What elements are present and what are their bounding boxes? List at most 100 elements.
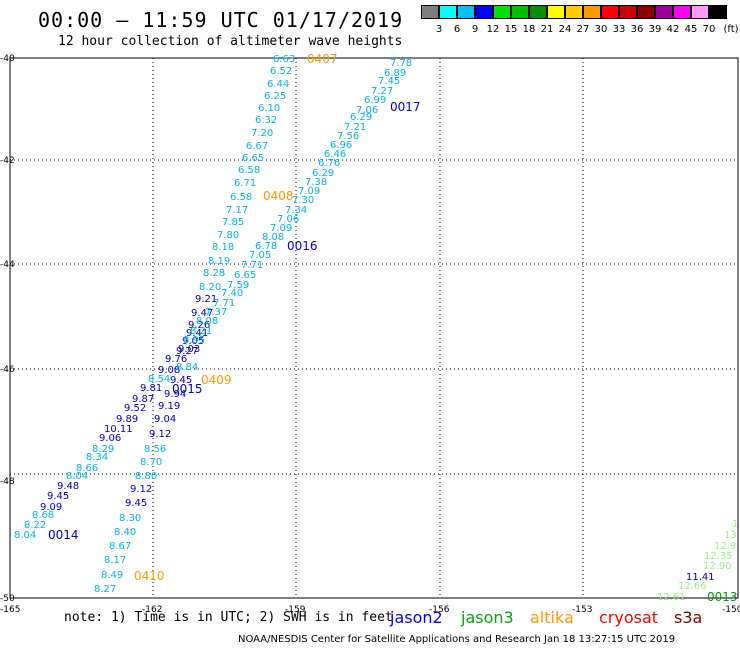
map-frame bbox=[9, 57, 739, 599]
scale-swatch bbox=[529, 5, 547, 19]
scale-label: 24 bbox=[558, 24, 572, 35]
legend-cryosat: cryosat bbox=[599, 608, 659, 627]
wave-height-value: 8.04 bbox=[14, 530, 36, 541]
lat-label: -50 bbox=[0, 594, 15, 604]
pass-time-label: 0016 bbox=[287, 239, 318, 253]
wave-height-value: 9.05 bbox=[182, 336, 204, 347]
credit-footer: NOAA/NESDIS Center for Satellite Applica… bbox=[238, 634, 676, 645]
wave-height-value: 6.46 bbox=[324, 149, 346, 160]
wave-height-value: 6.99 bbox=[364, 95, 386, 106]
map-grid bbox=[10, 58, 738, 598]
scale-swatch bbox=[475, 5, 493, 19]
wave-height-value: 8.54 bbox=[148, 374, 170, 385]
wave-height-value: 6.78 bbox=[255, 241, 277, 252]
wave-height-value: 8.66 bbox=[76, 463, 98, 474]
scale-swatch bbox=[691, 5, 709, 19]
lon-label: -165 bbox=[0, 605, 20, 615]
wave-height-value: 9.12 bbox=[130, 484, 152, 495]
wave-height-value: 8.22 bbox=[24, 520, 46, 531]
wave-height-value: 7.20 bbox=[251, 128, 273, 139]
scale-swatch bbox=[601, 5, 619, 19]
wave-height-value: 8.56 bbox=[144, 444, 166, 455]
wave-height-value: 8.80 bbox=[135, 471, 157, 482]
pass-time-label: 0017 bbox=[390, 100, 421, 114]
footnote: note: 1) Time is in UTC; 2) SWH is in fe… bbox=[64, 610, 393, 625]
wave-height-value: 9.04 bbox=[154, 414, 176, 425]
wave-height-value: 9.26 bbox=[188, 320, 210, 331]
lon-label: -156 bbox=[429, 605, 450, 615]
wave-height-value: 9.52 bbox=[124, 403, 146, 414]
wave-height-value: 6.32 bbox=[255, 115, 277, 126]
wave-height-value: 6.29 bbox=[312, 168, 334, 179]
wave-height-value: 7.85 bbox=[222, 217, 244, 228]
wave-height-value: 9.89 bbox=[116, 414, 138, 425]
scale-label: 42 bbox=[666, 24, 680, 35]
wave-height-value: 9.27 bbox=[176, 346, 198, 357]
wave-height-value: 7.34 bbox=[285, 205, 307, 216]
wave-height-value: 8.30 bbox=[119, 513, 141, 524]
wave-height-value: 6.96 bbox=[330, 140, 352, 151]
wave-height-value: 7.06 bbox=[356, 105, 378, 116]
wave-height-value: 10.11 bbox=[104, 424, 133, 435]
wave-height-value: 8.28 bbox=[203, 268, 225, 279]
wave-height-value: 13 bbox=[724, 530, 737, 541]
wave-height-value: 9.45 bbox=[125, 498, 147, 509]
wave-height-value: 9.47 bbox=[191, 308, 213, 319]
wave-height-value: 8.40 bbox=[114, 527, 136, 538]
lon-label: -150 bbox=[722, 605, 740, 615]
map-subtitle: 12 hour collection of altimeter wave hei… bbox=[58, 34, 403, 49]
lon-label: -153 bbox=[572, 605, 592, 615]
wave-height-value: 6.29 bbox=[350, 112, 372, 123]
wave-height-value: 9.08 bbox=[158, 365, 180, 376]
scale-label: 27 bbox=[576, 24, 590, 35]
wave-height-value: 9.19 bbox=[158, 401, 180, 412]
scale-swatch bbox=[547, 5, 565, 19]
wave-height-values: 6.636.526.446.256.106.327.206.676.656.58… bbox=[14, 54, 738, 603]
scale-swatch bbox=[583, 5, 601, 19]
wave-height-value: 12.61 bbox=[657, 592, 686, 603]
wave-height-value: 6.76 bbox=[318, 158, 340, 169]
wave-height-value: 9.76 bbox=[165, 354, 187, 365]
wave-height-value: 8.84 bbox=[176, 362, 198, 373]
wave-height-value: 6.25 bbox=[264, 91, 286, 102]
wave-height-value: 9.12 bbox=[149, 429, 171, 440]
wave-height-value: 8.08 bbox=[262, 232, 284, 243]
wave-height-value: 8.34 bbox=[86, 452, 108, 463]
wave-height-value: 9.45 bbox=[170, 375, 192, 386]
wave-height-value: 7.71 bbox=[241, 260, 263, 271]
wave-height-value: 6.44 bbox=[267, 79, 289, 90]
wave-height-value: 8.27 bbox=[94, 584, 116, 595]
wave-height-value: 6.52 bbox=[270, 66, 292, 77]
wave-height-value: 12.35 bbox=[704, 551, 733, 562]
wave-height-value: 1 bbox=[732, 519, 738, 530]
wave-height-value: 8.18 bbox=[212, 242, 234, 253]
wave-height-value: 6.58 bbox=[238, 165, 260, 176]
scale-label: 30 bbox=[594, 24, 608, 35]
wave-height-value: 9.09 bbox=[40, 502, 62, 513]
wave-height-value: 9.94 bbox=[164, 389, 186, 400]
wave-height-value: 8.21 bbox=[190, 326, 212, 337]
scale-label: 9 bbox=[471, 24, 479, 35]
wave-height-value: 9.87 bbox=[132, 394, 154, 405]
wave-height-value: 9.81 bbox=[140, 383, 162, 394]
wave-height-value: 12.9 bbox=[714, 541, 736, 552]
scale-label: 18 bbox=[522, 24, 536, 35]
wave-height-value: 8.20 bbox=[199, 282, 221, 293]
wave-height-value: 7.09 bbox=[270, 223, 292, 234]
pass-time-label: 0013 bbox=[707, 590, 738, 604]
wave-height-value: 7.17 bbox=[226, 205, 248, 216]
pass-time-label: 0409 bbox=[201, 373, 232, 387]
wave-height-value: 9.41 bbox=[186, 328, 208, 339]
scale-label: 39 bbox=[648, 24, 662, 35]
scale-swatch bbox=[637, 5, 655, 19]
pass-time-label: 0015 bbox=[172, 382, 203, 396]
wave-height-value: 9.21 bbox=[195, 294, 217, 305]
wave-height-value: 7.09 bbox=[298, 186, 320, 197]
wave-height-value: 7.27 bbox=[371, 86, 393, 97]
pass-time-label: 0407 bbox=[307, 52, 338, 66]
scale-swatch bbox=[457, 5, 475, 19]
wave-height-value: 7.06 bbox=[277, 214, 299, 225]
wave-height-value: 6.58 bbox=[230, 192, 252, 203]
